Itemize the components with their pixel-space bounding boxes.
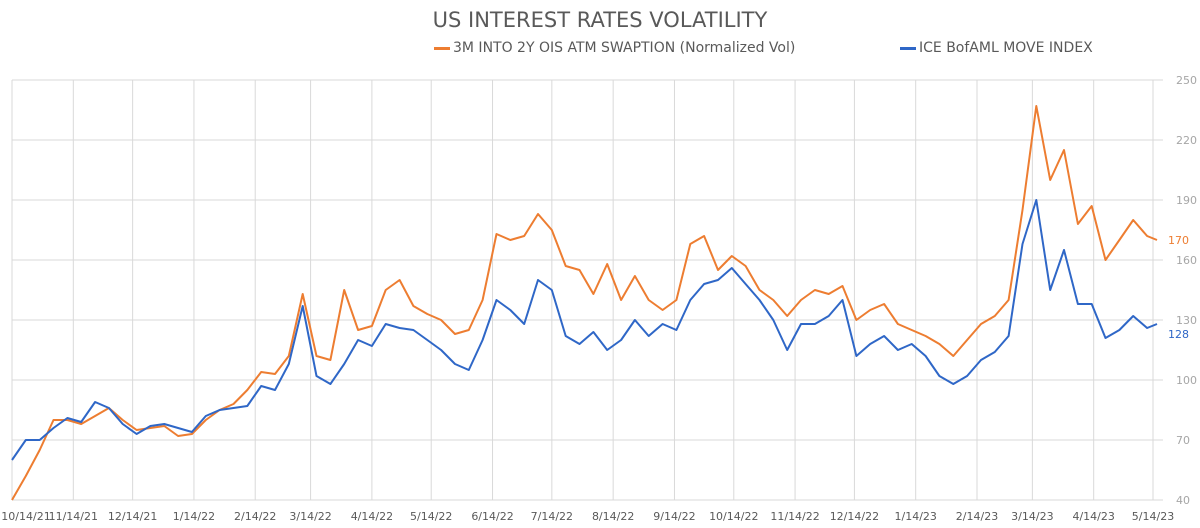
- x-tick-label: 10/14/21: [1, 510, 50, 523]
- x-tick-label: 10/14/22: [709, 510, 758, 523]
- x-tick-label: 8/14/22: [592, 510, 634, 523]
- series-line-swaption: [11, 105, 1158, 501]
- legend-label-swaption: 3M INTO 2Y OIS ATM SWAPTION (Normalized …: [453, 40, 796, 56]
- x-tick-label: 4/14/23: [1072, 510, 1114, 523]
- legend-item-swaption: 3M INTO 2Y OIS ATM SWAPTION (Normalized …: [434, 40, 795, 56]
- x-tick-label: 5/14/22: [410, 510, 452, 523]
- chart-title: US INTEREST RATES VOLATILITY: [432, 8, 768, 32]
- legend-label-move: ICE BofAML MOVE INDEX: [919, 40, 1093, 56]
- y-tick-label: 190: [1176, 194, 1197, 207]
- x-tick-label: 2/14/22: [234, 510, 276, 523]
- x-tick-label: 12/14/22: [830, 510, 879, 523]
- x-tick-label: 5/14/23: [1132, 510, 1174, 523]
- y-tick-label: 40: [1176, 494, 1190, 507]
- y-tick-label: 100: [1176, 374, 1197, 387]
- x-tick-label: 1/14/22: [173, 510, 215, 523]
- series-line-move: [11, 199, 1158, 461]
- x-tick-label: 3/14/23: [1011, 510, 1053, 523]
- x-tick-label: 11/14/22: [770, 510, 819, 523]
- y-tick-label: 220: [1176, 134, 1197, 147]
- x-tick-label: 7/14/22: [531, 510, 573, 523]
- y-tick-label: 160: [1176, 254, 1197, 267]
- x-tick-label: 4/14/22: [351, 510, 393, 523]
- last-value-label: 170: [1168, 234, 1189, 247]
- x-tick-label: 6/14/22: [471, 510, 513, 523]
- legend-item-move: ICE BofAML MOVE INDEX: [900, 40, 1093, 56]
- x-tick-label: 3/14/22: [289, 510, 331, 523]
- y-tick-label: 70: [1176, 434, 1190, 447]
- x-tick-label: 11/14/21: [49, 510, 98, 523]
- x-tick-label: 1/14/23: [895, 510, 937, 523]
- y-tick-label: 130: [1176, 314, 1197, 327]
- x-tick-label: 9/14/22: [653, 510, 695, 523]
- legend-swatch-blue: [900, 46, 916, 50]
- legend-swatch-orange: [434, 46, 450, 50]
- y-tick-label: 250: [1176, 74, 1197, 87]
- x-tick-label: 12/14/21: [108, 510, 157, 523]
- x-tick-label: 2/14/23: [956, 510, 998, 523]
- last-value-label: 128: [1168, 328, 1189, 341]
